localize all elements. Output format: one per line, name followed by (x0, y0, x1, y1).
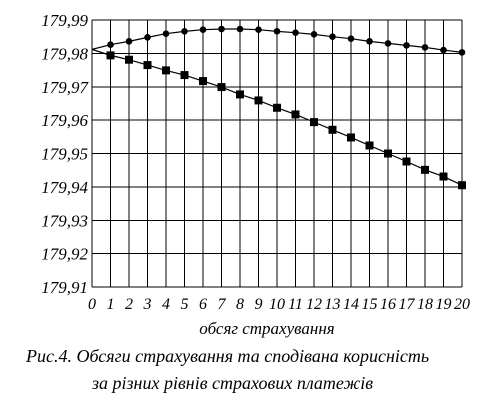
y-tick-label: 179,91 (41, 278, 88, 297)
data-point-circle (458, 49, 466, 56)
data-point-circle (199, 26, 207, 33)
y-tick-labels: 179,91 179,92 179,93 179,94 179,95 179,96 179,… (41, 11, 89, 297)
data-point-square (458, 181, 466, 190)
x-axis-title: обсяг страхування (199, 319, 334, 338)
data-point-square (328, 125, 337, 134)
x-tick-label: 18 (417, 296, 433, 313)
data-point-square (254, 96, 263, 105)
data-point-square (402, 157, 411, 166)
data-point-circle (310, 31, 318, 38)
x-tick-label: 3 (143, 296, 152, 313)
data-point-circle (144, 34, 151, 41)
data-point-square (199, 77, 207, 86)
data-point-square (310, 118, 318, 127)
x-tick-label: 15 (362, 296, 378, 313)
x-tick-label: 8 (236, 296, 244, 313)
data-point-square (236, 90, 244, 99)
x-tick-label: 16 (380, 296, 396, 313)
y-tick-label: 179,98 (41, 44, 88, 63)
y-tick-label: 179,92 (41, 245, 88, 264)
data-point-circle (125, 38, 133, 45)
y-tick-label: 179,94 (41, 178, 88, 197)
data-point-square (180, 71, 189, 80)
x-tick-label: 14 (343, 296, 359, 313)
y-tick-label: 179,95 (41, 145, 88, 164)
data-point-square (347, 133, 355, 142)
data-point-circle (366, 38, 373, 45)
x-tick-label: 2 (125, 296, 133, 313)
data-point-square (273, 103, 281, 112)
data-point-circle (403, 42, 410, 49)
data-point-circle (236, 25, 244, 33)
x-tick-label: 5 (181, 296, 189, 313)
data-point-circle (421, 44, 429, 51)
data-point-square (217, 83, 226, 92)
figure-caption-line-1: Рис.4. Обсяги страхування та сподівана к… (26, 346, 430, 366)
x-tick-label: 11 (288, 296, 303, 313)
x-tick-label: 1 (107, 296, 115, 313)
data-point-square (439, 172, 448, 181)
data-point-square (106, 51, 115, 60)
y-tick-label: 179,97 (41, 78, 89, 97)
data-point-square (291, 110, 300, 119)
y-tick-label: 179,99 (41, 11, 88, 30)
figure-caption-line-2: за різних рівнів страхових платежів (92, 373, 374, 393)
data-point-circle (347, 35, 355, 42)
x-tick-label: 20 (454, 296, 470, 313)
x-tick-labels: 0 1 2 3 4 5 6 7 8 9 10 11 12 13 14 15 16 17 18 19 20 (88, 296, 470, 313)
data-point-circle (384, 40, 392, 47)
y-tick-label: 179,93 (41, 211, 88, 230)
x-tick-label: 19 (436, 296, 452, 313)
x-tick-label: 9 (255, 296, 263, 313)
x-tick-label: 12 (306, 296, 322, 313)
data-point-square (384, 149, 392, 158)
grid (91, 19, 463, 288)
data-point-circle (181, 28, 188, 35)
data-point-circle (162, 30, 170, 37)
x-tick-label: 17 (399, 296, 416, 313)
data-point-circle (440, 46, 447, 54)
data-point-square (421, 165, 429, 174)
x-tick-label: 10 (269, 296, 285, 313)
y-tick-label: 179,96 (41, 111, 88, 130)
data-point-circle (107, 41, 114, 48)
data-point-square (365, 141, 374, 150)
x-tick-label: 13 (325, 296, 341, 313)
chart: 179,91 179,92 179,93 179,94 179,95 179,96 179,… (41, 11, 470, 338)
x-tick-label: 6 (199, 296, 207, 313)
data-point-square (125, 55, 133, 64)
data-point-circle (255, 26, 262, 33)
data-point-circle (329, 33, 336, 40)
data-point-square (162, 66, 170, 75)
data-point-circle (273, 28, 281, 35)
x-tick-label: 7 (218, 296, 227, 313)
data-point-circle (292, 29, 299, 36)
data-point-square (143, 61, 152, 70)
data-point-circle (218, 25, 225, 33)
series-group (91, 25, 466, 190)
x-tick-label: 0 (88, 296, 96, 313)
x-tick-label: 4 (162, 296, 170, 313)
